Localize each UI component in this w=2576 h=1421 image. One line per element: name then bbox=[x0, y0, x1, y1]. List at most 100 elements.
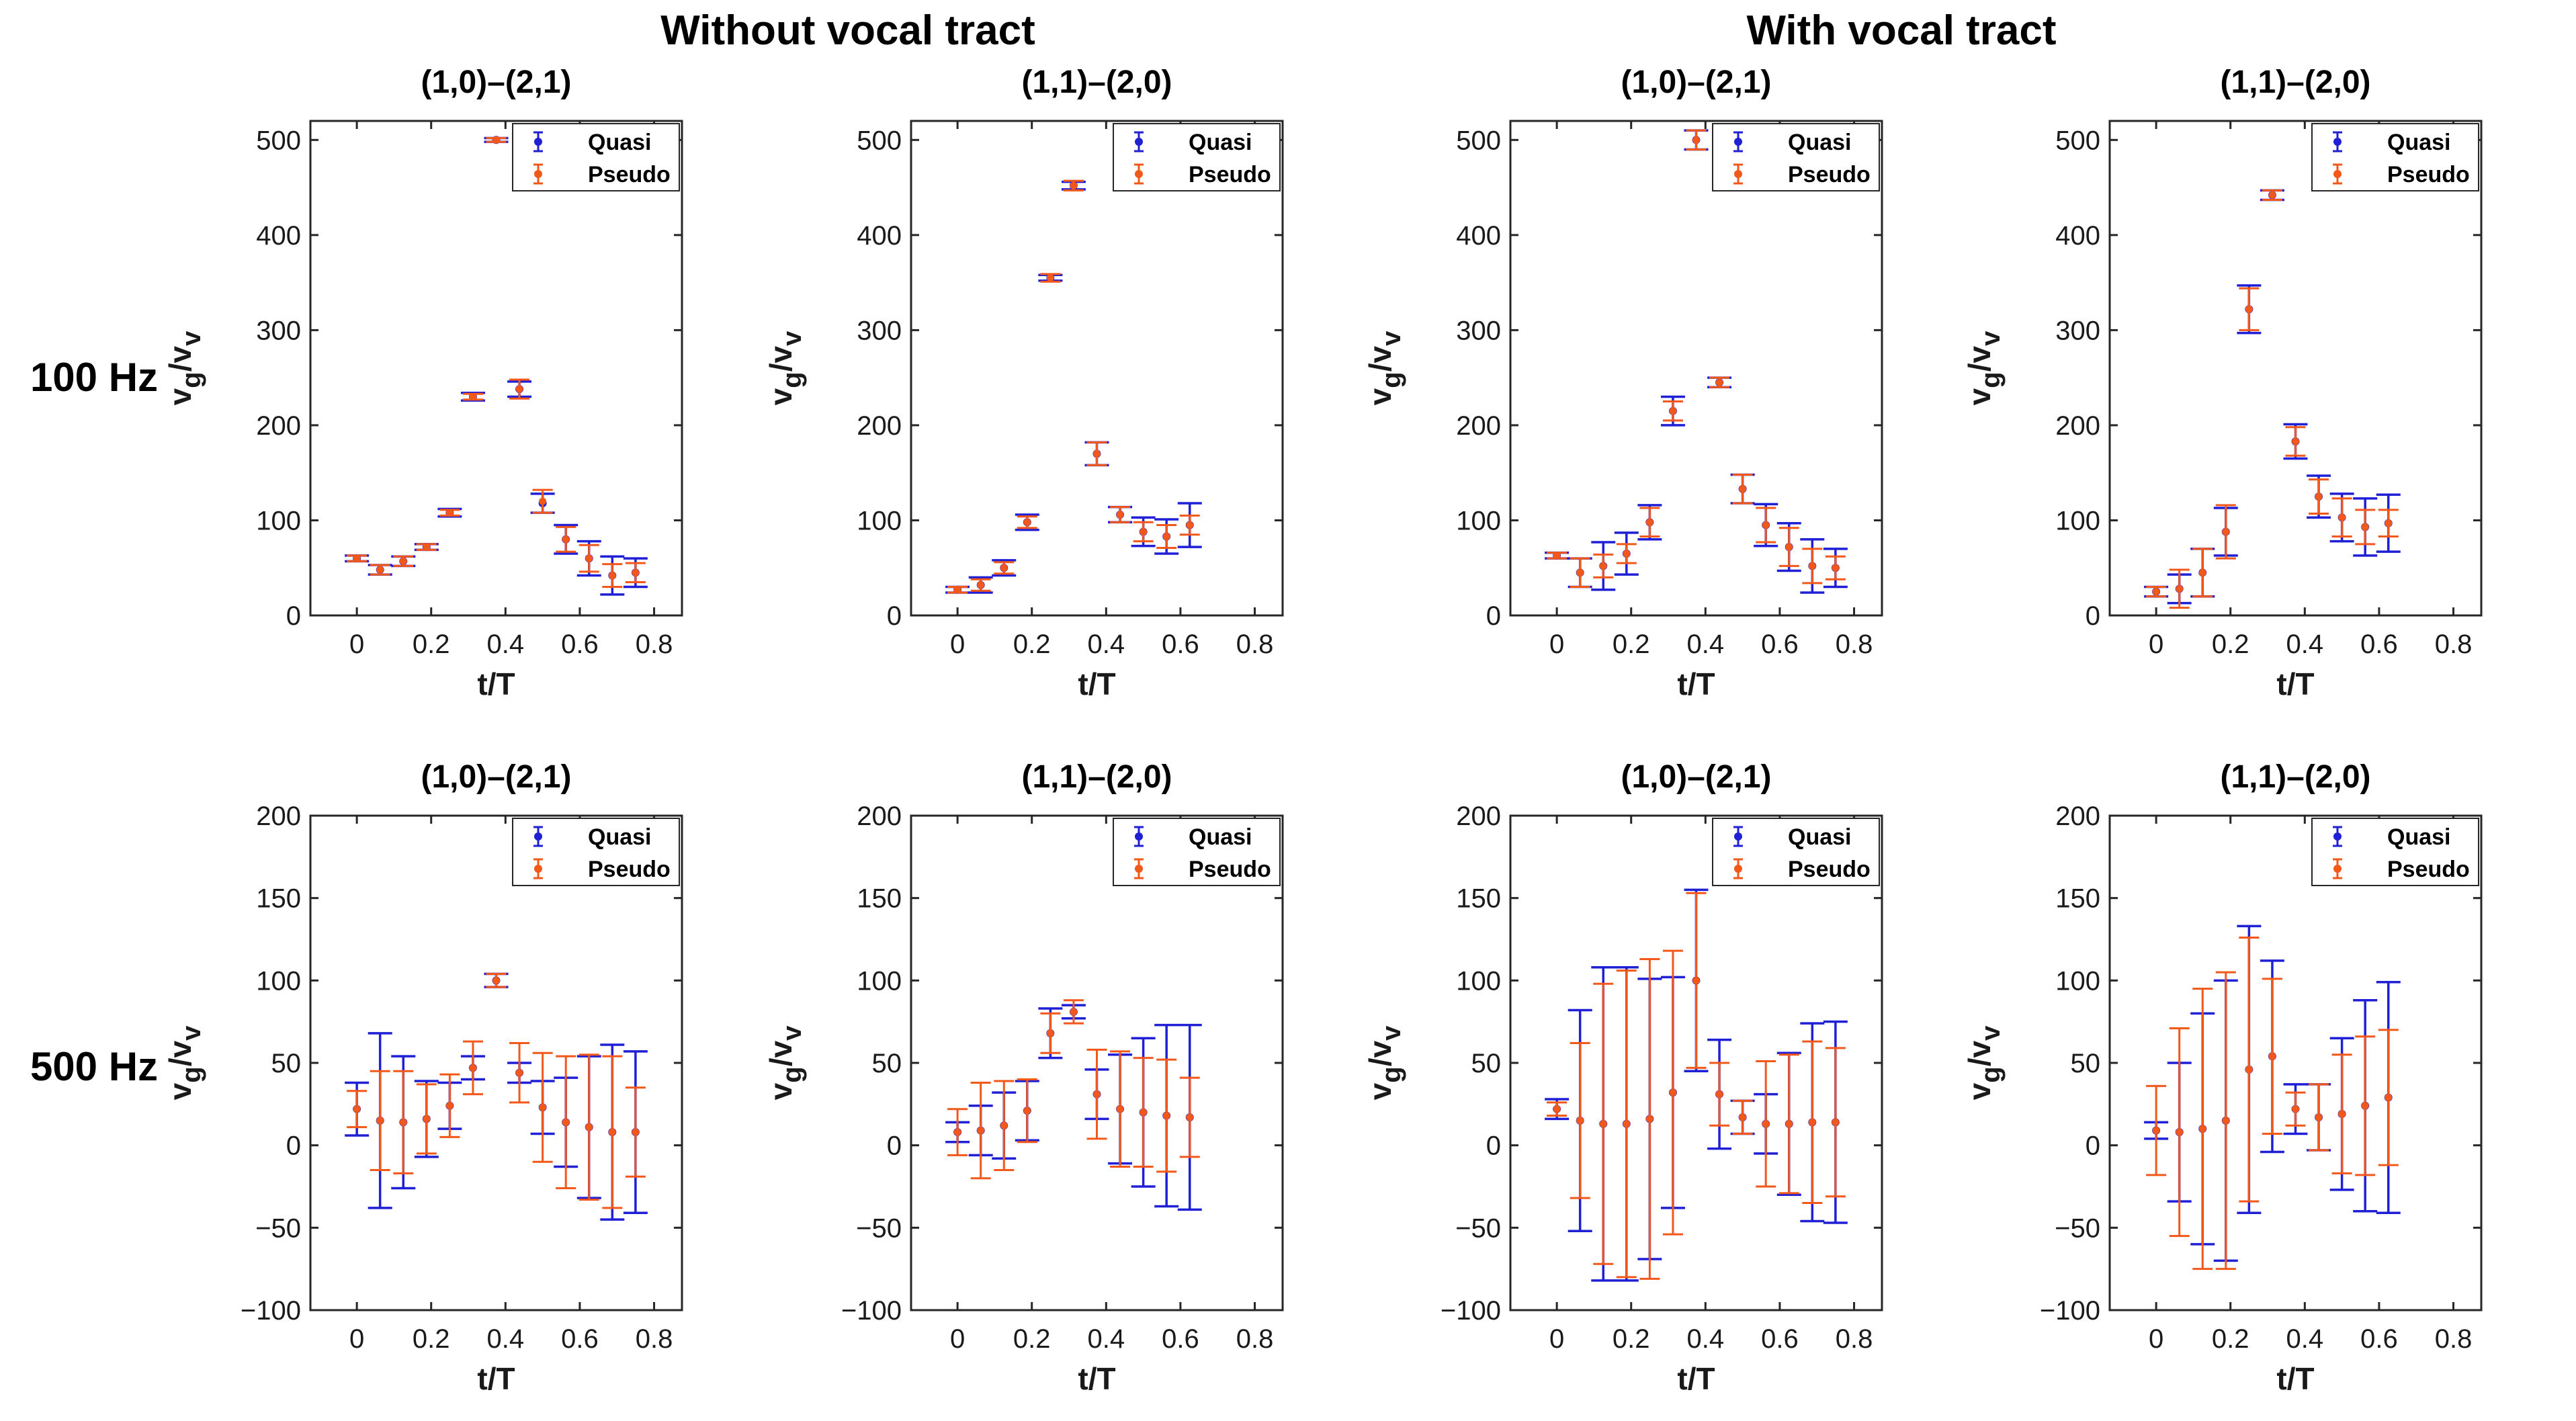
y-tick-label: 150 bbox=[2055, 884, 2100, 914]
y-tick-label: −100 bbox=[241, 1296, 301, 1326]
chart-panel-8: (1,1)–(2,0) −100 −50 0 50 100 150 200 0 0.2 0.4 0.6… bbox=[1962, 759, 2483, 1396]
legend: Quasi Pseudo bbox=[512, 818, 680, 886]
row-label-100hz: 100 Hz bbox=[30, 355, 158, 400]
legend-label-pseudo: Pseudo bbox=[1189, 162, 1271, 187]
group-title-without-vocal-tract: Without vocal tract bbox=[660, 7, 1035, 54]
data-point bbox=[1739, 1113, 1747, 1121]
data-point bbox=[1000, 564, 1008, 572]
y-axis-label-sub2: v bbox=[177, 1025, 206, 1041]
legend-label-pseudo: Pseudo bbox=[1189, 857, 1271, 882]
legend-marker-dot bbox=[2333, 170, 2342, 178]
y-tick-label: 300 bbox=[2055, 316, 2100, 345]
x-tick-label: 0 bbox=[950, 630, 965, 659]
data-point bbox=[1046, 274, 1054, 282]
data-point bbox=[399, 1118, 407, 1126]
panel-title: (1,0)–(2,1) bbox=[421, 759, 571, 795]
data-point bbox=[1070, 181, 1078, 189]
x-tick-label: 0.4 bbox=[487, 630, 525, 659]
legend-label-quasi: Quasi bbox=[588, 824, 651, 850]
y-tick-label: 200 bbox=[857, 802, 902, 831]
y-tick-label: 200 bbox=[2055, 802, 2100, 831]
x-tick-label: 0.6 bbox=[561, 1324, 599, 1354]
data-point bbox=[2315, 1113, 2323, 1121]
y-tick-label: 200 bbox=[2055, 411, 2100, 441]
plot-area bbox=[309, 120, 683, 617]
data-point bbox=[423, 543, 431, 551]
y-axis-label: vg/vv bbox=[163, 331, 206, 405]
y-axis-label-sub1: g bbox=[777, 372, 807, 388]
legend-box bbox=[1712, 123, 1880, 191]
y-tick-label: 100 bbox=[857, 966, 902, 996]
y-tick-label: 150 bbox=[256, 884, 301, 914]
data-point bbox=[953, 1128, 961, 1136]
y-tick-label: −50 bbox=[856, 1213, 902, 1243]
data-point bbox=[1070, 1008, 1078, 1016]
legend: Quasi Pseudo bbox=[2311, 123, 2479, 191]
x-tick-label: 0.2 bbox=[2212, 630, 2249, 659]
legend-marker-dot bbox=[1135, 170, 1143, 178]
y-tick-label: 150 bbox=[857, 884, 902, 914]
y-tick-label: 100 bbox=[2055, 966, 2100, 996]
series-pseudo bbox=[947, 179, 1200, 594]
x-tick-label: 0 bbox=[1549, 630, 1564, 659]
data-point bbox=[515, 1069, 523, 1077]
data-point bbox=[1162, 1112, 1170, 1120]
y-axis-label-sub2: v bbox=[1976, 331, 2006, 346]
legend-marker-dot bbox=[1135, 865, 1143, 873]
data-point bbox=[376, 566, 384, 574]
y-tick-label: 300 bbox=[857, 316, 902, 345]
y-tick-label: 50 bbox=[271, 1049, 302, 1078]
y-axis-label-sub1: g bbox=[177, 372, 206, 388]
x-axis-label: t/T bbox=[2276, 1361, 2314, 1396]
data-point bbox=[1023, 1107, 1031, 1115]
y-tick-label: 300 bbox=[1456, 316, 1501, 345]
y-axis-label-sub1: g bbox=[177, 1066, 206, 1082]
data-point bbox=[2245, 305, 2253, 313]
x-tick-label: 0.4 bbox=[1088, 1324, 1125, 1354]
data-point bbox=[2222, 527, 2230, 535]
y-tick-label: 0 bbox=[286, 601, 301, 631]
legend-marker-dot bbox=[534, 832, 542, 841]
y-tick-label: 300 bbox=[256, 316, 301, 345]
legend-marker-dot bbox=[534, 170, 542, 178]
data-point bbox=[2385, 1094, 2393, 1102]
data-point bbox=[1623, 1120, 1631, 1128]
data-point bbox=[1645, 1115, 1654, 1123]
data-point bbox=[1140, 527, 1148, 535]
legend-marker-dot bbox=[1734, 138, 1742, 146]
x-tick-label: 0.6 bbox=[1162, 1324, 1199, 1354]
plot-area bbox=[910, 120, 1284, 617]
y-tick-label: 0 bbox=[2086, 601, 2100, 631]
data-point bbox=[445, 509, 454, 517]
data-point bbox=[2222, 1117, 2230, 1125]
data-point bbox=[469, 1064, 477, 1072]
y-axis-label-sub1: g bbox=[1377, 1066, 1406, 1082]
legend-label-pseudo: Pseudo bbox=[588, 857, 671, 882]
y-axis-label-sub2: v bbox=[777, 331, 807, 346]
data-point bbox=[2198, 1125, 2206, 1133]
x-tick-label: 0.4 bbox=[1687, 630, 1725, 659]
data-point bbox=[632, 1128, 640, 1136]
y-tick-label: 0 bbox=[887, 1131, 902, 1161]
data-point bbox=[2152, 1127, 2160, 1135]
data-point bbox=[2245, 1066, 2253, 1074]
data-point bbox=[1116, 511, 1124, 519]
data-point bbox=[2361, 1102, 2369, 1110]
data-point bbox=[562, 1118, 570, 1126]
data-point bbox=[469, 392, 477, 400]
y-tick-label: 150 bbox=[1456, 884, 1501, 914]
plot-area bbox=[309, 814, 683, 1311]
x-tick-label: 0.8 bbox=[1236, 630, 1274, 659]
data-point bbox=[1553, 1105, 1561, 1113]
legend-box bbox=[1712, 818, 1880, 886]
data-point bbox=[1000, 1121, 1008, 1129]
x-tick-label: 0.8 bbox=[1836, 630, 1873, 659]
legend-marker-dot bbox=[1734, 832, 1742, 841]
x-tick-label: 0.8 bbox=[2435, 1324, 2473, 1354]
y-axis-label: vg/vv bbox=[763, 1025, 807, 1100]
series-pseudo bbox=[947, 999, 1200, 1180]
y-tick-label: 100 bbox=[1456, 506, 1501, 535]
y-axis-label-sub1: g bbox=[1377, 372, 1406, 388]
data-point bbox=[562, 535, 570, 544]
legend-label-quasi: Quasi bbox=[1189, 824, 1252, 850]
